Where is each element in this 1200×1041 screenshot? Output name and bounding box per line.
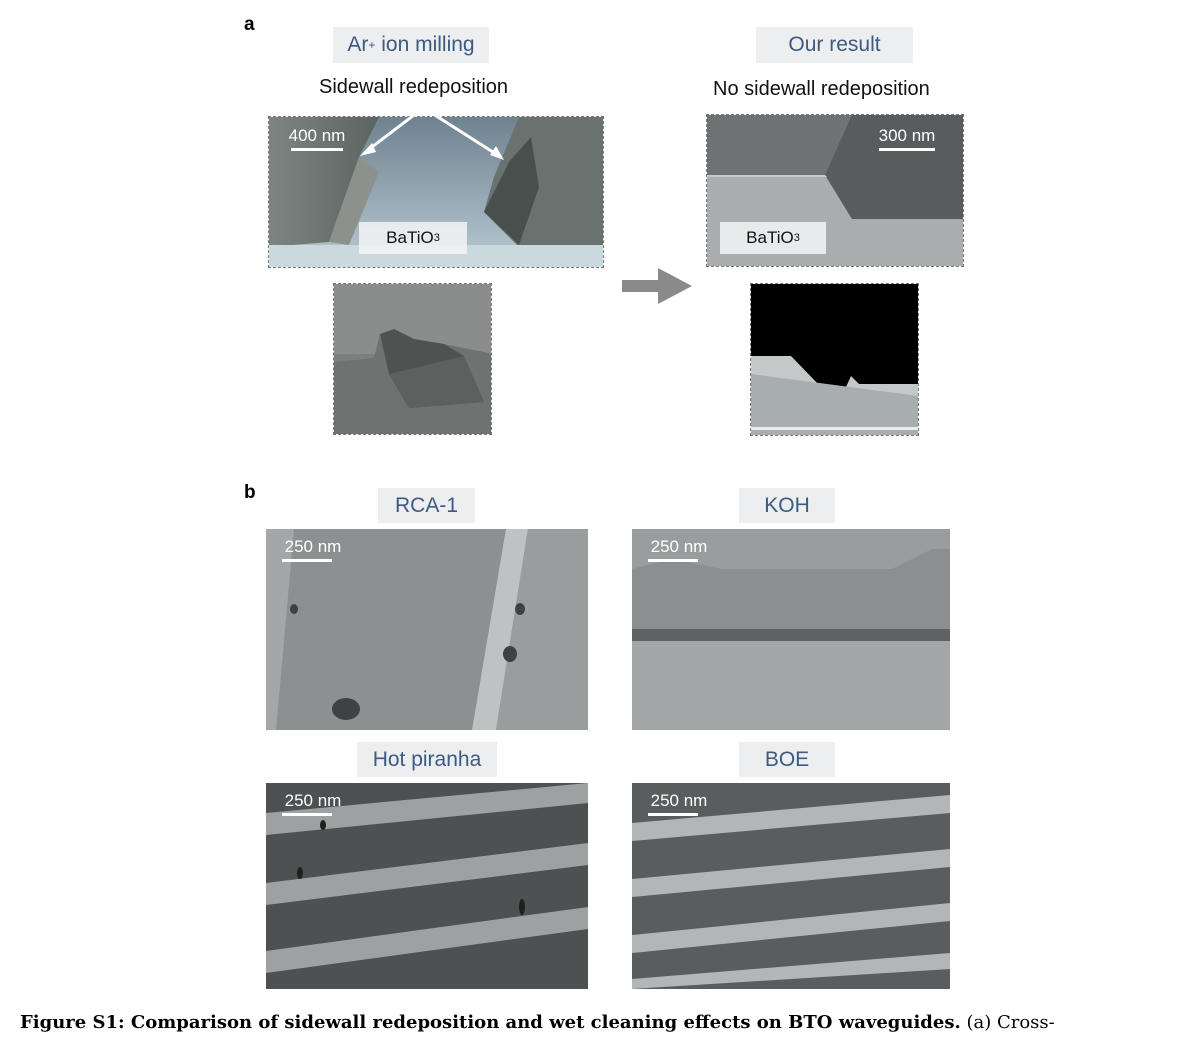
scale-label: 400 nm [288, 126, 346, 145]
rca1-sem-image [266, 529, 588, 730]
our-result-tag: Our result [756, 27, 913, 63]
scale-label: 300 nm [878, 126, 936, 145]
pointer-arrow-icon [360, 110, 504, 160]
right-arrow-icon [622, 268, 692, 304]
scale-label: 250 nm [650, 537, 708, 556]
scale-bar-300nm: 300 nm [872, 126, 942, 151]
koh-sem-image [632, 529, 950, 730]
scale-bar-250nm-boe: 250 nm [646, 791, 712, 816]
scale-bar-400nm: 400 nm [284, 126, 350, 151]
rca1-tag: RCA-1 [378, 488, 475, 523]
sidewall-redeposition-title: Sidewall redeposition [319, 76, 509, 98]
our-result-cross-section-image [750, 283, 919, 436]
material-text: BaTiO [746, 228, 794, 247]
scale-label: 250 nm [650, 791, 708, 810]
boe-tag: BOE [739, 742, 835, 777]
caption-text: (a) Cross- [960, 1012, 1055, 1033]
material-label-batio3-right: BaTiO 3 [720, 222, 826, 254]
material-subscript: 3 [793, 232, 800, 244]
tag-ar-superscript: + [368, 38, 376, 52]
ion-milling-cross-section-image [333, 283, 492, 435]
caption-bold: Figure S1: Comparison of sidewall redepo… [20, 1012, 961, 1033]
scale-bar-250nm-hot-piranha: 250 nm [280, 791, 346, 816]
koh-tag: KOH [739, 488, 835, 523]
material-subscript: 3 [433, 232, 440, 244]
scale-bar-250nm-koh: 250 nm [646, 537, 712, 562]
tag-ion-milling: ion milling [375, 33, 475, 56]
material-label-batio3-left: BaTiO 3 [359, 222, 467, 254]
scale-label: 250 nm [284, 537, 342, 556]
hot-piranha-sem-image [266, 783, 588, 989]
ar-ion-milling-tag: Ar + ion milling [333, 27, 489, 63]
material-text: BaTiO [386, 228, 434, 247]
scale-bar-250nm-rca1: 250 nm [280, 537, 346, 562]
boe-sem-image [632, 783, 950, 989]
figure-caption: Figure S1: Comparison of sidewall redepo… [20, 1012, 1190, 1033]
no-sidewall-redeposition-title: No sidewall redeposition [713, 78, 930, 100]
panel-label-b: b [244, 482, 256, 503]
hot-piranha-tag: Hot piranha [357, 742, 497, 777]
panel-label-a: a [244, 14, 255, 35]
tag-ar: Ar [347, 33, 369, 56]
scale-label: 250 nm [284, 791, 342, 810]
